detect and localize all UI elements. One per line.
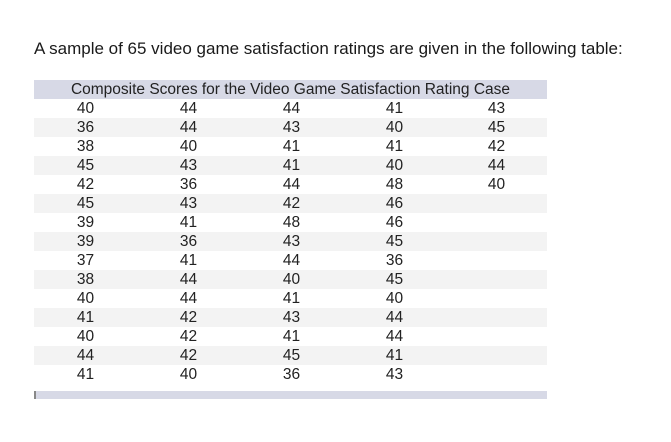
table-cell: 41 [179,214,198,231]
table-row: 37 41 44 36 [34,251,547,270]
table-cell [446,346,547,365]
scores-table-container: Composite Scores for the Video Game Sati… [34,80,547,384]
table-cell: 42 [76,176,95,193]
table-cell: 40 [240,270,343,289]
table-cell: 38 [34,270,137,289]
table-cell: 42 [137,308,240,327]
table-cell: 45 [343,232,446,251]
table-cell: 46 [385,214,404,231]
table-row: 44 42 45 41 [34,346,547,365]
table-cell: 40 [385,290,404,307]
table-cell: 45 [446,118,547,137]
table-row: 41 42 43 44 [34,308,547,327]
table-cell [446,289,547,308]
table-cell: 44 [137,270,240,289]
table-cell: 40 [343,156,446,175]
table-cell: 45 [34,156,137,175]
table-cell: 36 [179,176,198,193]
table-cell: 40 [179,138,198,155]
table-row: 45 43 42 46 [34,194,547,213]
table-cell: 48 [385,176,404,193]
table-cell [446,194,547,213]
table-row: 42 36 44 48 40 [34,175,547,194]
table-cell: 36 [282,366,301,383]
table-cell: 44 [282,176,301,193]
table-cell: 41 [282,328,301,345]
table-caption: Composite Scores for the Video Game Sati… [34,80,547,99]
table-cell: 43 [240,232,343,251]
table-row: 38 40 41 41 42 [34,137,547,156]
table-cell: 41 [282,138,301,155]
table-cell: 40 [76,290,95,307]
table-cell: 44 [385,328,404,345]
table-cell: 43 [240,308,343,327]
table-row: 45 43 41 40 44 [34,156,547,175]
table-cell: 38 [76,138,95,155]
table-cell: 42 [179,328,198,345]
table-cell: 36 [137,232,240,251]
table-cell: 45 [343,270,446,289]
scores-table-body: 40 44 44 41 43 36 44 43 40 45 38 40 41 41 42 45 43 41 40 44… [34,99,547,384]
table-cell [446,270,547,289]
table-row: 39 36 43 45 [34,232,547,251]
table-cell: 45 [34,194,137,213]
table-cell: 42 [137,346,240,365]
intro-text: A sample of 65 video game satisfaction r… [34,39,623,58]
table-cell [446,327,547,346]
table-cell: 40 [179,366,198,383]
table-cell: 44 [282,252,301,269]
table-cell: 41 [343,346,446,365]
table-cell: 42 [240,194,343,213]
table-cell: 44 [179,100,198,117]
table-cell: 39 [34,232,137,251]
table-cell [446,213,547,232]
table-cell [446,308,547,327]
table-cell [446,251,547,270]
table-cell: 44 [446,156,547,175]
table-cell: 41 [385,138,404,155]
table-cell: 40 [76,100,95,117]
table-cell [446,365,547,384]
scores-table: 40 44 44 41 43 36 44 43 40 45 38 40 41 41 42 45 43 41 40 44… [34,99,547,384]
table-cell: 44 [282,100,301,117]
table-cell: 36 [385,252,404,269]
table-footer-scrollbar[interactable] [34,391,547,399]
table-row: 36 44 43 40 45 [34,118,547,137]
table-cell [446,232,547,251]
table-cell: 41 [179,252,198,269]
table-cell: 43 [487,100,506,117]
table-row: 38 44 40 45 [34,270,547,289]
table-cell: 41 [34,308,137,327]
table-cell: 41 [385,100,404,117]
table-cell: 40 [487,176,506,193]
table-cell: 41 [240,156,343,175]
table-cell: 44 [137,118,240,137]
table-cell: 43 [385,366,404,383]
table-cell: 43 [137,156,240,175]
table-cell: 37 [76,252,95,269]
table-cell: 46 [343,194,446,213]
table-cell: 44 [179,290,198,307]
table-cell: 44 [343,308,446,327]
table-cell: 43 [137,194,240,213]
table-cell: 36 [34,118,137,137]
table-cell: 39 [76,214,95,231]
table-cell: 48 [282,214,301,231]
table-row: 39 41 48 46 [34,213,547,232]
table-row: 40 44 41 40 [34,289,547,308]
table-cell: 42 [487,138,506,155]
table-cell: 40 [76,328,95,345]
table-row: 40 44 44 41 43 [34,99,547,118]
table-cell: 41 [282,290,301,307]
table-cell: 45 [240,346,343,365]
table-cell: 40 [343,118,446,137]
table-row: 40 42 41 44 [34,327,547,346]
table-cell: 41 [76,366,95,383]
table-cell: 44 [34,346,137,365]
table-cell: 43 [240,118,343,137]
table-row: 41 40 36 43 [34,365,547,384]
